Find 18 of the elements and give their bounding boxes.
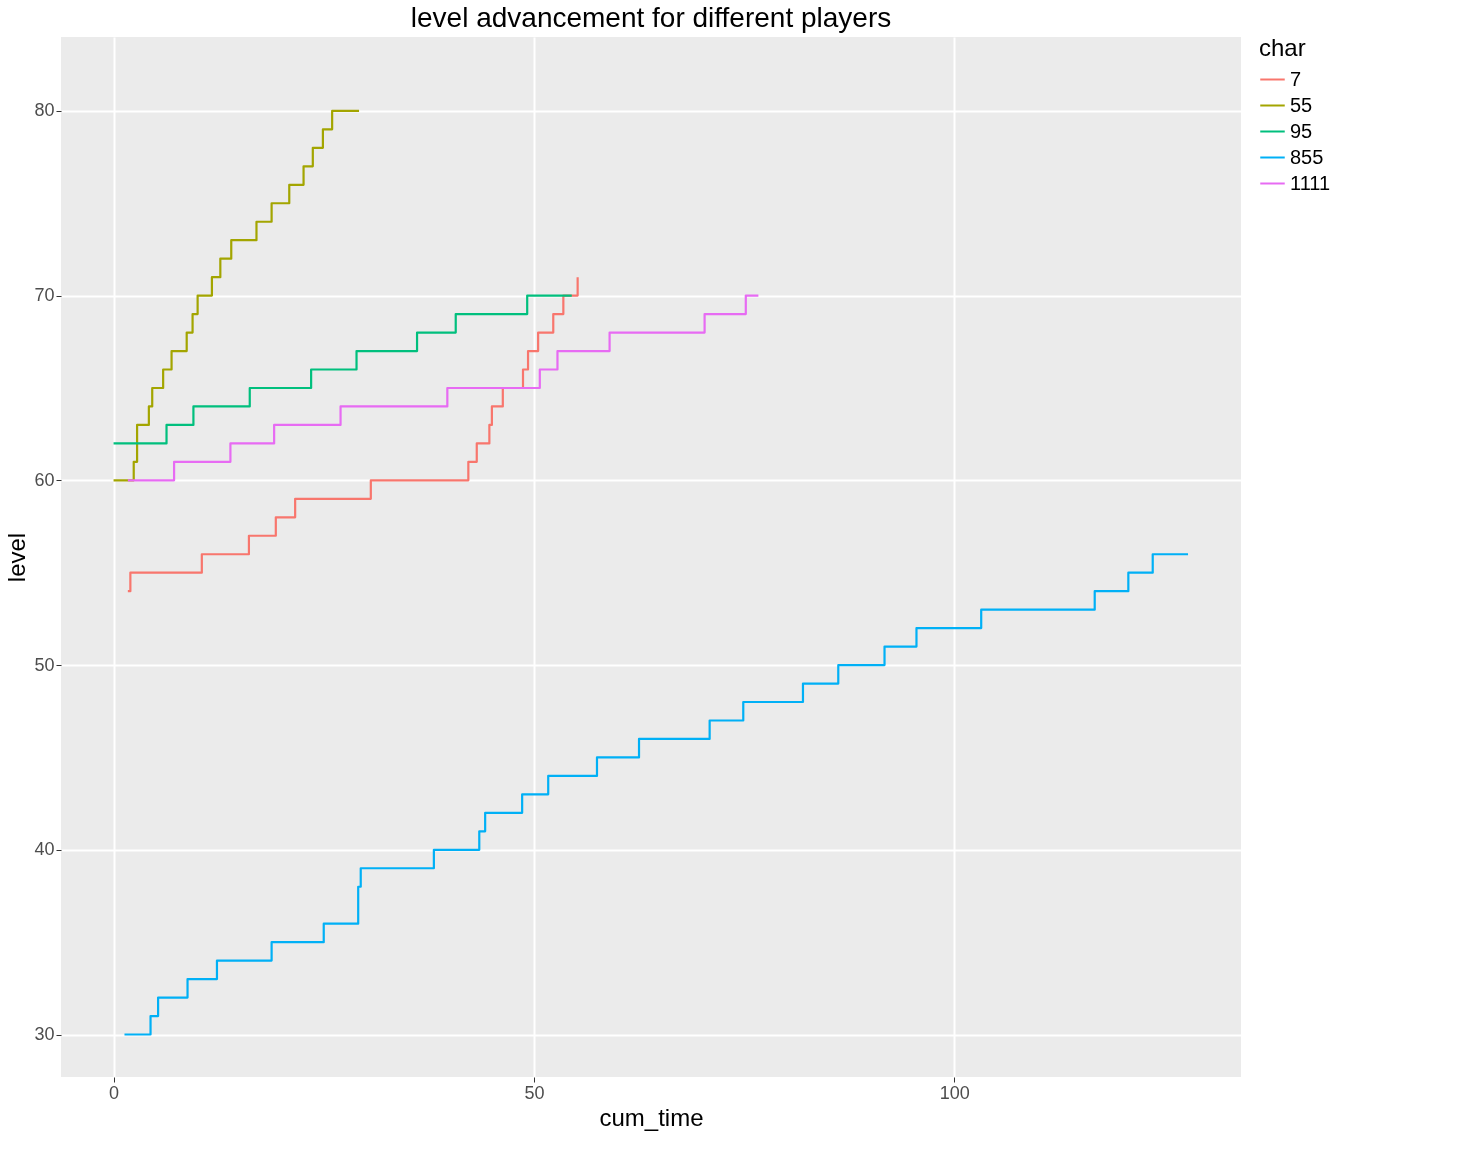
x-axis-title: cum_time	[599, 1103, 704, 1131]
y-axis-title: level	[3, 532, 31, 583]
y-tick-label: 40	[34, 839, 55, 860]
legend-label: 55	[1290, 93, 1313, 116]
legend-label: 1111	[1290, 171, 1331, 194]
y-tick-label: 50	[34, 654, 55, 675]
legend-label: 95	[1290, 119, 1313, 142]
y-tick-label: 30	[34, 1024, 55, 1045]
x-tick-label: 100	[939, 1082, 970, 1103]
legend-label: 855	[1290, 145, 1324, 168]
x-tick-label: 50	[524, 1082, 545, 1103]
y-tick-label: 70	[34, 285, 55, 306]
y-tick-label: 60	[34, 469, 55, 490]
chart-title: level advancement for different players	[410, 2, 892, 33]
y-tick-label: 80	[34, 100, 55, 121]
legend-title: char	[1259, 34, 1306, 61]
legend-label: 7	[1290, 67, 1302, 90]
x-tick-label: 0	[109, 1082, 120, 1103]
